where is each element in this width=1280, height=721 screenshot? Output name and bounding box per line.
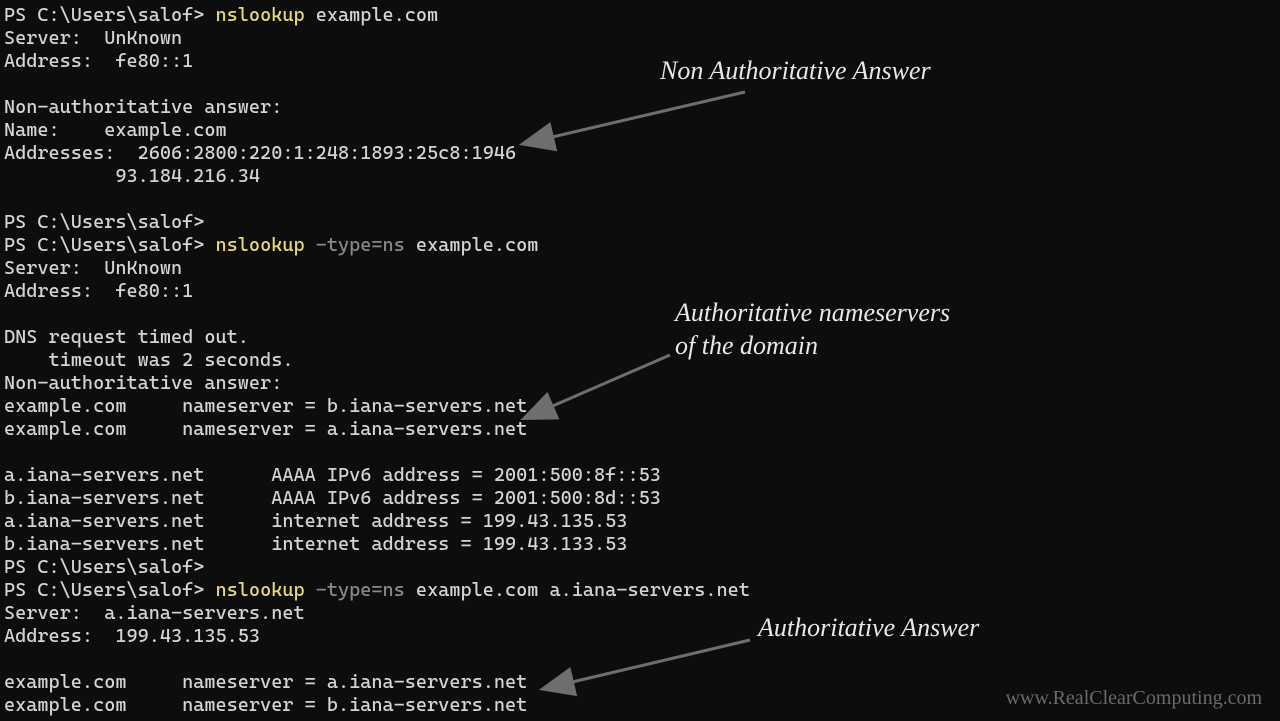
terminal-line: PS C:\Users\salof> nslookup example.com [4,4,1276,27]
annotation-non-auth: Non Authoritative Answer [660,55,931,88]
prompt: PS C:\Users\salof> [4,234,216,256]
command: nslookup [216,579,305,601]
watermark: www.RealClearComputing.com [1006,687,1262,710]
terminal-line [4,441,1276,464]
terminal-line [4,648,1276,671]
command: nslookup [216,4,305,26]
terminal-line: PS C:\Users\salof> [4,211,1276,234]
terminal-line: example.com nameserver = b.iana-servers.… [4,395,1276,418]
annotation-text: Non Authoritative Answer [660,56,931,85]
terminal-line: Server: UnKnown [4,27,1276,50]
command-flag: -type=ns [305,234,405,256]
terminal-line [4,303,1276,326]
terminal-line: Address: fe80::1 [4,280,1276,303]
terminal-line: DNS request timed out. [4,326,1276,349]
command-args: example.com [405,234,539,256]
terminal-line: a.iana-servers.net internet address = 19… [4,510,1276,533]
terminal-line [4,188,1276,211]
annotation-text-line1: Authoritative nameservers [675,297,950,330]
terminal-line: Address: 199.43.135.53 [4,625,1276,648]
terminal-line: Address: fe80::1 [4,50,1276,73]
terminal-line: b.iana-servers.net internet address = 19… [4,533,1276,556]
terminal-line: example.com nameserver = a.iana-servers.… [4,418,1276,441]
terminal-line: Addresses: 2606:2800:220:1:248:1893:25c8… [4,142,1276,165]
terminal-line: Non-authoritative answer: [4,96,1276,119]
terminal-line: 93.184.216.34 [4,165,1276,188]
terminal-line: PS C:\Users\salof> nslookup -type=ns exa… [4,579,1276,602]
terminal-line: Server: a.iana-servers.net [4,602,1276,625]
terminal-line: Name: example.com [4,119,1276,142]
annotation-text: Authoritative Answer [758,613,979,642]
terminal-line: a.iana-servers.net AAAA IPv6 address = 2… [4,464,1276,487]
prompt: PS C:\Users\salof> [4,579,216,601]
terminal-line: Non-authoritative answer: [4,372,1276,395]
terminal-line: b.iana-servers.net AAAA IPv6 address = 2… [4,487,1276,510]
command-args: example.com [305,4,439,26]
prompt: PS C:\Users\salof> [4,211,204,233]
annotation-auth-ns: Authoritative nameservers of the domain [675,297,950,362]
terminal-line: Server: UnKnown [4,257,1276,280]
terminal-line: timeout was 2 seconds. [4,349,1276,372]
terminal-line: PS C:\Users\salof> [4,556,1276,579]
terminal-line [4,73,1276,96]
annotation-auth-answer: Authoritative Answer [758,612,979,645]
terminal-output: PS C:\Users\salof> nslookup example.comS… [0,0,1280,721]
command-flag: -type=ns [305,579,405,601]
command-args: example.com a.iana-servers.net [405,579,750,601]
command: nslookup [216,234,305,256]
annotation-text-line2: of the domain [675,330,950,363]
terminal-line: PS C:\Users\salof> nslookup -type=ns exa… [4,234,1276,257]
prompt: PS C:\Users\salof> [4,4,216,26]
prompt: PS C:\Users\salof> [4,556,204,578]
